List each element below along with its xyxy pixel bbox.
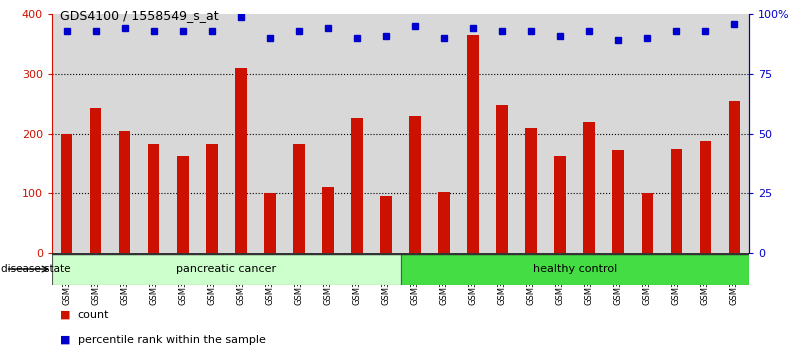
Text: ■: ■ [60, 310, 70, 320]
Bar [400, 253, 749, 285]
Bar [642, 193, 653, 253]
Bar [583, 122, 595, 253]
Bar [497, 105, 508, 253]
Bar [380, 196, 392, 253]
Bar [729, 101, 740, 253]
Bar [699, 141, 711, 253]
Text: disease state: disease state [1, 264, 70, 274]
Text: percentile rank within the sample: percentile rank within the sample [78, 335, 266, 345]
Bar [52, 253, 400, 285]
Text: ■: ■ [60, 335, 70, 345]
Bar [293, 144, 304, 253]
Bar [235, 68, 247, 253]
Bar [351, 118, 363, 253]
Bar [148, 144, 159, 253]
Bar [613, 150, 624, 253]
Bar [119, 131, 131, 253]
Bar [467, 35, 479, 253]
Bar [525, 128, 537, 253]
Bar [177, 156, 188, 253]
Text: count: count [78, 310, 109, 320]
Bar [438, 192, 450, 253]
Bar [61, 133, 72, 253]
Text: GDS4100 / 1558549_s_at: GDS4100 / 1558549_s_at [60, 9, 219, 22]
Bar [264, 193, 276, 253]
Bar [554, 156, 566, 253]
Bar [409, 116, 421, 253]
Bar [670, 149, 682, 253]
Text: pancreatic cancer: pancreatic cancer [176, 264, 276, 274]
Bar [90, 108, 102, 253]
Bar [322, 187, 334, 253]
Text: healthy control: healthy control [533, 264, 617, 274]
Bar [206, 144, 218, 253]
